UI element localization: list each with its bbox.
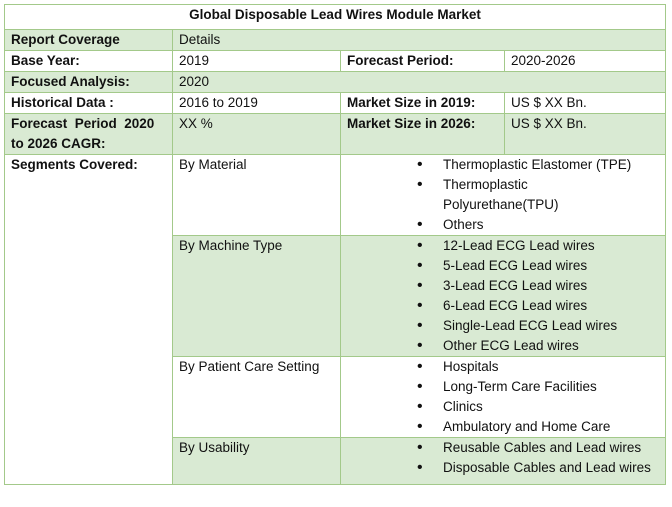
base-year-row: Base Year: 2019 Forecast Period: 2020-20…: [4, 50, 667, 72]
report-coverage-table: Global Disposable Lead Wires Module Mark…: [3, 4, 667, 485]
report-coverage-label: Report Coverage: [4, 29, 173, 51]
segments-covered-label: Segments Covered:: [4, 154, 173, 485]
focused-analysis-row: Focused Analysis: 2020: [4, 71, 667, 93]
details-label: Details: [171, 29, 667, 51]
list-item: Single-Lead ECG Lead wires: [347, 316, 659, 336]
base-year-value: 2019: [172, 50, 341, 72]
segment-items-patient-care: Hospitals Long-Term Care Facilities Clin…: [339, 356, 667, 438]
list-item: 3-Lead ECG Lead wires: [347, 276, 659, 296]
focused-analysis-value: 2020: [171, 71, 667, 93]
market-size-2019-label: Market Size in 2019:: [340, 92, 505, 114]
list-item: Other ECG Lead wires: [347, 336, 659, 356]
segment-items-material: Thermoplastic Elastomer (TPE) Thermoplas…: [339, 154, 667, 236]
list-item: Reusable Cables and Lead wires: [347, 438, 659, 458]
list-item: Long-Term Care Facilities: [347, 377, 659, 397]
list-item: Hospitals: [347, 357, 659, 377]
historical-data-label: Historical Data :: [4, 92, 173, 114]
usability-list: Reusable Cables and Lead wires Disposabl…: [347, 438, 659, 478]
material-list: Thermoplastic Elastomer (TPE) Thermoplas…: [347, 155, 659, 235]
cagr-label: Forecast Period 2020 to 2026 CAGR:: [4, 113, 173, 155]
historical-data-row: Historical Data : 2016 to 2019 Market Si…: [4, 92, 667, 114]
segment-row-machine-type: By Machine Type 12-Lead ECG Lead wires 5…: [4, 235, 667, 357]
market-size-2026-label: Market Size in 2026:: [340, 113, 505, 155]
list-item: Others: [347, 215, 659, 235]
segment-items-machine-type: 12-Lead ECG Lead wires 5-Lead ECG Lead w…: [339, 235, 667, 357]
list-item: Thermoplastic Polyurethane(TPU): [347, 175, 573, 215]
list-item: Disposable Cables and Lead wires: [347, 458, 659, 478]
list-item: 12-Lead ECG Lead wires: [347, 236, 659, 256]
patient-care-list: Hospitals Long-Term Care Facilities Clin…: [347, 357, 659, 437]
segment-row-material: Segments Covered: By Material Thermoplas…: [4, 154, 667, 485]
report-table-container: Global Disposable Lead Wires Module Mark…: [3, 4, 667, 485]
title-row: Global Disposable Lead Wires Module Mark…: [3, 4, 667, 30]
list-item: Thermoplastic Elastomer (TPE): [347, 155, 659, 175]
market-size-2019-value: US $ XX Bn.: [503, 92, 667, 114]
list-item: Clinics: [347, 397, 659, 417]
cagr-row: Forecast Period 2020 to 2026 CAGR: XX % M…: [4, 113, 667, 155]
forecast-period-label: Forecast Period:: [340, 50, 505, 72]
segment-name-material: By Material: [172, 154, 341, 236]
market-size-2026-value: US $ XX Bn.: [503, 113, 667, 155]
list-item: Ambulatory and Home Care: [347, 417, 659, 437]
forecast-period-value: 2020-2026: [503, 50, 667, 72]
focused-analysis-label: Focused Analysis:: [4, 71, 173, 93]
header-row: Report Coverage Details: [4, 29, 667, 51]
machine-type-list: 12-Lead ECG Lead wires 5-Lead ECG Lead w…: [347, 236, 659, 356]
cagr-label-line2: to 2026 CAGR:: [11, 136, 106, 151]
segment-name-usability: By Usability: [172, 437, 341, 485]
list-item: 5-Lead ECG Lead wires: [347, 256, 659, 276]
list-item: 6-Lead ECG Lead wires: [347, 296, 659, 316]
cagr-value: XX %: [172, 113, 341, 155]
segment-name-patient-care: By Patient Care Setting: [172, 356, 341, 438]
cagr-label-line1: Forecast Period 2020: [11, 116, 155, 131]
historical-data-value: 2016 to 2019: [172, 92, 341, 114]
segment-name-machine-type: By Machine Type: [172, 235, 341, 357]
segment-items-usability: Reusable Cables and Lead wires Disposabl…: [339, 437, 667, 485]
base-year-label: Base Year:: [4, 50, 173, 72]
table-title: Global Disposable Lead Wires Module Mark…: [3, 4, 667, 30]
